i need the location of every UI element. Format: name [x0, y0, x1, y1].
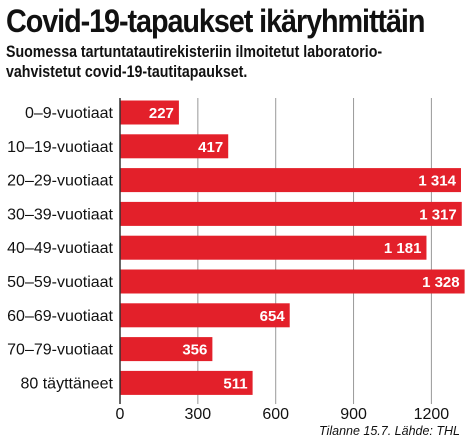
bar	[120, 134, 229, 159]
category-label: 40–49-vuotiaat	[7, 240, 113, 257]
bar	[120, 168, 461, 193]
value-label: 654	[260, 308, 286, 325]
bar	[120, 100, 179, 125]
source-note: Tilanne 15.7. Lähde: THL	[319, 424, 460, 438]
value-label: 227	[149, 105, 174, 122]
category-label: 10–19-vuotiaat	[7, 139, 113, 156]
chart-subtitle: Suomessa tartuntatautirekisteriin ilmoit…	[6, 42, 382, 82]
x-tick-label: 600	[262, 406, 289, 423]
category-label: 70–79-vuotiaat	[7, 342, 113, 359]
value-label: 1 314	[418, 173, 456, 190]
x-tick-label: 1200	[414, 406, 450, 423]
value-label: 1 317	[419, 206, 457, 223]
bar	[120, 303, 290, 328]
x-tick-label: 300	[184, 406, 211, 423]
subtitle-line-1: Suomessa tartuntatautirekisteriin ilmoit…	[6, 43, 383, 61]
value-label: 1 328	[422, 274, 460, 291]
category-label: 60–69-vuotiaat	[7, 308, 113, 325]
value-label: 417	[198, 139, 223, 156]
bar	[120, 269, 465, 294]
category-label: 80 täyttäneet	[20, 375, 113, 392]
value-label: 1 181	[384, 240, 422, 257]
bar	[120, 337, 213, 362]
subtitle-line-2: vahvistetut covid-19-tautitapaukset.	[6, 63, 248, 81]
category-label: 30–39-vuotiaat	[7, 206, 113, 223]
category-label: 0–9-vuotiaat	[25, 105, 114, 122]
bar	[120, 235, 427, 260]
bar	[120, 370, 253, 395]
category-label: 20–29-vuotiaat	[7, 173, 113, 190]
value-label: 511	[223, 375, 247, 392]
category-label: 50–59-vuotiaat	[7, 274, 113, 291]
bar	[120, 201, 462, 226]
x-tick-label: 0	[116, 406, 125, 423]
x-tick-label: 900	[340, 406, 367, 423]
chart-title: Covid-19-tapaukset ikäryhmittäin	[6, 3, 425, 39]
value-label: 356	[182, 342, 207, 359]
